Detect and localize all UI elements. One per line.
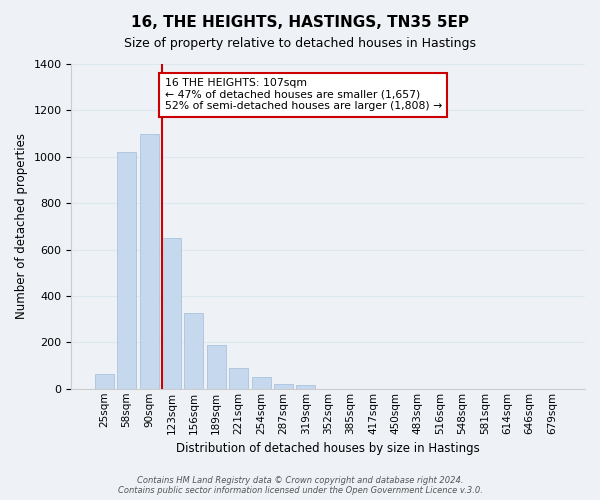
Bar [296,386,316,389]
Bar [207,344,226,389]
Bar [274,384,293,389]
Text: Contains HM Land Registry data © Crown copyright and database right 2024.
Contai: Contains HM Land Registry data © Crown c… [118,476,482,495]
Text: Size of property relative to detached houses in Hastings: Size of property relative to detached ho… [124,38,476,51]
Text: 16 THE HEIGHTS: 107sqm
← 47% of detached houses are smaller (1,657)
52% of semi-: 16 THE HEIGHTS: 107sqm ← 47% of detached… [165,78,442,111]
Text: 16, THE HEIGHTS, HASTINGS, TN35 5EP: 16, THE HEIGHTS, HASTINGS, TN35 5EP [131,15,469,30]
Y-axis label: Number of detached properties: Number of detached properties [15,134,28,320]
Bar [184,314,203,389]
Bar [117,152,136,389]
Bar [251,377,271,389]
Bar [95,374,114,389]
Bar [162,238,181,389]
Bar [140,134,158,389]
X-axis label: Distribution of detached houses by size in Hastings: Distribution of detached houses by size … [176,442,480,455]
Bar [229,368,248,389]
